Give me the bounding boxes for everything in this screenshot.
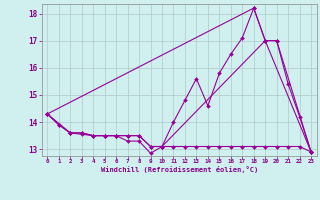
X-axis label: Windchill (Refroidissement éolien,°C): Windchill (Refroidissement éolien,°C)	[100, 166, 258, 173]
